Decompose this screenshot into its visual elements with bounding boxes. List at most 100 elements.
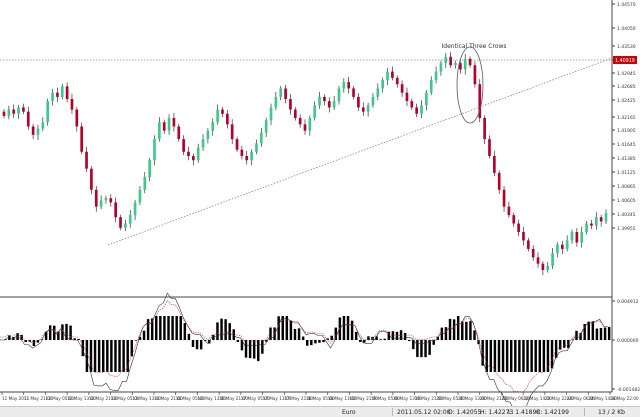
candle-body: [264, 120, 268, 133]
histogram-bar: [497, 340, 501, 372]
candle-body: [546, 265, 550, 270]
candle-body: [483, 118, 486, 140]
histogram-bar: [367, 336, 370, 340]
histogram-bar: [554, 340, 558, 358]
candle-body: [429, 80, 433, 93]
candle-body: [109, 198, 113, 203]
candle-body: [133, 202, 137, 216]
candle-body: [507, 206, 511, 216]
histogram-bar: [236, 340, 240, 343]
candle-body: [400, 84, 404, 93]
candle-body: [395, 77, 399, 85]
histogram-bar: [28, 340, 32, 342]
histogram-bar: [424, 340, 427, 358]
x-tick-label: 13 May 21:00: [154, 396, 183, 401]
histogram-bar: [538, 340, 542, 372]
histogram-bar: [36, 340, 40, 343]
candle-body: [177, 126, 181, 140]
x-tick-label: 12 May 21:00: [89, 396, 118, 401]
candle-body: [7, 109, 11, 116]
ind-y-tick-label: 0.004912: [617, 299, 639, 305]
candle-body: [124, 223, 127, 228]
candle-body: [182, 139, 185, 152]
x-tick-label: 24 May 14:00: [588, 396, 617, 401]
histogram-bar: [179, 316, 182, 340]
status-bars: 13 / 2 Kb: [598, 409, 625, 416]
histogram-bar: [583, 324, 586, 340]
histogram-bar: [171, 316, 174, 340]
candle-body: [468, 58, 472, 66]
histogram-bar: [350, 320, 354, 340]
histogram-bar: [32, 340, 36, 347]
candle-body: [143, 177, 147, 190]
histogram-bar: [248, 340, 252, 359]
indicator-panel: [0, 292, 612, 412]
candle-body: [279, 88, 283, 97]
x-tick-label: 23 May 06:00: [501, 396, 530, 401]
candle-body: [41, 122, 45, 129]
candle-body: [327, 101, 331, 108]
histogram-bar: [387, 331, 391, 340]
y-tick-label: 1.42165: [617, 115, 636, 121]
candle-body: [439, 63, 443, 72]
candle-body: [352, 88, 355, 97]
histogram-bar: [204, 340, 207, 341]
candle-body: [585, 223, 588, 232]
histogram-bar: [465, 321, 468, 340]
histogram-bar: [518, 340, 521, 372]
candle-body: [192, 156, 195, 161]
candle-body: [556, 244, 559, 254]
histogram-bar: [314, 340, 317, 344]
candle-body: [459, 63, 462, 70]
candle-body: [570, 232, 574, 241]
histogram-bar: [432, 340, 435, 345]
histogram-bar: [110, 340, 113, 372]
y-tick-label: 1.43530: [617, 44, 636, 50]
histogram-bar: [16, 333, 19, 340]
y-tick-label: 1.42685: [617, 84, 636, 90]
candle-body: [522, 232, 525, 241]
histogram-bar: [93, 340, 97, 372]
candle-body: [22, 107, 25, 112]
histogram-bar: [20, 334, 23, 340]
candle-body: [337, 88, 341, 102]
histogram-bar: [403, 332, 407, 340]
histogram-bar: [428, 340, 431, 355]
candle-body: [284, 88, 287, 99]
x-tick-label: 12 May 13:00: [67, 396, 96, 401]
x-tick-label: 18 May 13:00: [328, 396, 357, 401]
y-tick-label: 1.39955: [617, 226, 636, 232]
histogram-bar: [122, 340, 125, 372]
candle-body: [80, 126, 84, 152]
status-close: C: 1.42199: [536, 409, 569, 416]
candle-body: [148, 160, 151, 178]
histogram-bar: [265, 340, 268, 342]
histogram-bar: [579, 332, 582, 340]
candle-body: [502, 189, 506, 207]
histogram-bar: [138, 336, 142, 340]
candle-body: [12, 109, 16, 114]
histogram-bar: [126, 340, 129, 372]
histogram-bar: [199, 340, 203, 350]
histogram-bar: [73, 338, 76, 340]
histogram-bar: [281, 316, 284, 340]
histogram-bar: [489, 340, 493, 372]
candle-body: [138, 189, 142, 203]
histogram-bar: [310, 340, 313, 346]
histogram-bar: [416, 340, 419, 358]
histogram-bar: [53, 325, 56, 340]
histogram-bar: [342, 316, 346, 340]
candle-body: [250, 151, 253, 161]
histogram-bar: [530, 340, 533, 372]
candle-body: [274, 96, 278, 108]
candle-body: [420, 105, 423, 114]
candle-body: [221, 109, 224, 114]
candle-body: [590, 223, 593, 226]
candle-body: [517, 223, 520, 232]
candle-body: [70, 99, 74, 110]
candle-body: [201, 139, 205, 148]
histogram-bar: [485, 340, 488, 372]
candle-body: [17, 107, 20, 114]
histogram-bar: [212, 335, 215, 340]
histogram-bar: [57, 331, 60, 340]
